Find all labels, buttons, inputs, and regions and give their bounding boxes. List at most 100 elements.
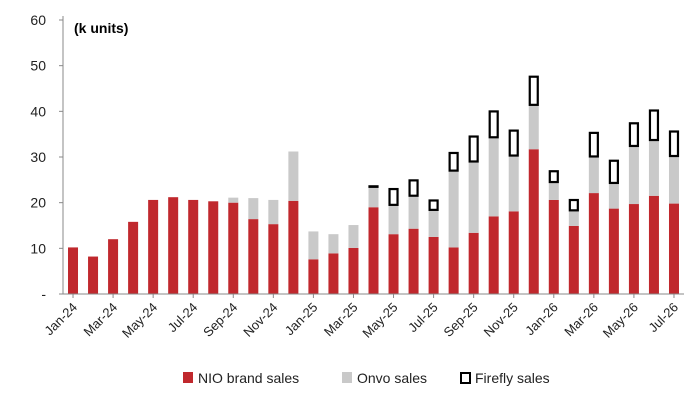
bar-onvo-jul-26 bbox=[668, 157, 679, 204]
x-tick-label: Nov-24 bbox=[240, 300, 280, 340]
bar-nio-jan-25 bbox=[308, 259, 319, 294]
bar-firefly-apr-25 bbox=[368, 185, 379, 188]
bar-nio-feb-24 bbox=[88, 256, 99, 294]
bar-nio-feb-26 bbox=[568, 225, 579, 294]
bar-firefly-jan-26 bbox=[548, 170, 559, 184]
bars-group bbox=[68, 75, 680, 294]
bar-onvo-aug-25 bbox=[448, 171, 459, 248]
x-tick-label: Sep-24 bbox=[200, 300, 240, 340]
y-axis-ticks: - 10 20 30 40 50 60 bbox=[30, 12, 63, 302]
bar-firefly-oct-25 bbox=[488, 110, 499, 139]
y-tick-label: 30 bbox=[30, 149, 46, 165]
bar-onvo-jun-25 bbox=[408, 196, 419, 229]
y-tick-label: 40 bbox=[30, 103, 46, 119]
bar-firefly-nov-25 bbox=[508, 129, 519, 157]
legend-swatch bbox=[342, 372, 352, 383]
bar-onvo-feb-26 bbox=[568, 211, 579, 226]
bar-onvo-jan-26 bbox=[548, 183, 559, 200]
bar-nio-jul-24 bbox=[188, 199, 199, 294]
bar-nio-feb-25 bbox=[328, 253, 339, 294]
bar-firefly-mar-26 bbox=[588, 131, 599, 158]
bar-firefly-jun-26 bbox=[648, 109, 660, 142]
y-tick-label: 50 bbox=[30, 58, 46, 74]
bar-nio-may-26 bbox=[628, 204, 639, 294]
axes bbox=[62, 16, 684, 295]
legend: NIO brand sales Onvo sales Firefly sales bbox=[183, 370, 550, 386]
bar-nio-sep-24 bbox=[228, 202, 239, 294]
bar-nio-apr-24 bbox=[128, 221, 139, 294]
bar-onvo-dec-25 bbox=[528, 105, 539, 150]
bar-onvo-feb-25 bbox=[328, 234, 339, 254]
bar-firefly-aug-25 bbox=[448, 151, 459, 172]
x-tick-label: May-25 bbox=[359, 300, 400, 341]
y-tick-label: 60 bbox=[30, 12, 46, 28]
x-tick-label: Jul-25 bbox=[405, 300, 441, 336]
bar-nio-nov-24 bbox=[268, 224, 279, 294]
bar-nio-oct-25 bbox=[488, 216, 499, 294]
bar-onvo-nov-24 bbox=[268, 199, 279, 225]
bar-nio-mar-25 bbox=[348, 247, 359, 294]
bar-nio-may-25 bbox=[388, 234, 399, 294]
bar-nio-jan-24 bbox=[68, 247, 79, 294]
y-tick-label: - bbox=[41, 286, 46, 302]
x-tick-label: Mar-24 bbox=[80, 300, 120, 340]
bar-firefly-may-25 bbox=[388, 187, 399, 206]
x-tick-label: Jan-25 bbox=[282, 300, 321, 339]
bar-onvo-may-26 bbox=[628, 146, 639, 205]
bar-onvo-jan-25 bbox=[308, 231, 319, 260]
bar-onvo-sep-25 bbox=[468, 162, 479, 233]
bar-nio-jun-24 bbox=[168, 197, 179, 294]
bar-onvo-may-25 bbox=[388, 205, 399, 235]
bar-nio-dec-25 bbox=[528, 149, 539, 294]
bar-firefly-dec-25 bbox=[528, 75, 539, 106]
bar-onvo-apr-25 bbox=[368, 187, 379, 208]
y-tick-label: 20 bbox=[30, 195, 46, 211]
legend-swatch bbox=[183, 372, 193, 383]
bar-firefly-jul-26 bbox=[668, 130, 680, 158]
bar-nio-apr-26 bbox=[608, 208, 619, 294]
legend-label: Onvo sales bbox=[357, 370, 427, 386]
bar-nio-mar-24 bbox=[108, 239, 119, 294]
y-tick-label: 10 bbox=[30, 240, 46, 256]
bar-nio-apr-25 bbox=[368, 207, 379, 294]
bar-onvo-oct-24 bbox=[248, 198, 259, 220]
x-tick-label: Jan-24 bbox=[41, 300, 80, 339]
bar-onvo-jun-26 bbox=[648, 141, 659, 196]
bar-nio-may-24 bbox=[148, 199, 159, 294]
x-tick-label: Mar-26 bbox=[561, 300, 601, 340]
bar-onvo-nov-25 bbox=[508, 156, 519, 212]
bar-onvo-jul-25 bbox=[428, 210, 439, 237]
bar-onvo-sep-24 bbox=[228, 197, 239, 203]
x-tick-label: Nov-25 bbox=[481, 300, 521, 340]
bar-nio-jun-26 bbox=[648, 195, 659, 294]
bar-firefly-apr-26 bbox=[608, 159, 619, 185]
x-tick-label: Sep-25 bbox=[441, 300, 481, 340]
bar-nio-aug-25 bbox=[448, 247, 459, 294]
bar-nio-dec-24 bbox=[288, 200, 299, 294]
bar-firefly-may-26 bbox=[628, 122, 640, 148]
bar-nio-oct-24 bbox=[248, 219, 259, 294]
bar-nio-aug-24 bbox=[208, 201, 219, 294]
bar-nio-jul-26 bbox=[668, 203, 679, 294]
x-tick-label: May-24 bbox=[119, 300, 160, 341]
bar-firefly-sep-25 bbox=[468, 135, 479, 163]
bar-onvo-dec-24 bbox=[288, 151, 299, 201]
x-tick-label: Mar-25 bbox=[321, 300, 361, 340]
legend-swatch-firefly bbox=[460, 372, 471, 384]
bar-onvo-mar-25 bbox=[348, 225, 359, 248]
legend-label: Firefly sales bbox=[475, 370, 550, 386]
bar-nio-jan-26 bbox=[548, 199, 559, 294]
bar-firefly-feb-26 bbox=[568, 198, 579, 212]
bar-nio-sep-25 bbox=[468, 232, 479, 294]
x-tick-label: May-26 bbox=[600, 300, 641, 341]
bar-nio-jun-25 bbox=[408, 228, 419, 294]
bar-onvo-oct-25 bbox=[488, 138, 499, 217]
unit-label: (k units) bbox=[74, 20, 128, 36]
legend-label: NIO brand sales bbox=[198, 370, 299, 386]
bar-nio-mar-26 bbox=[588, 193, 599, 294]
x-tick-label: Jul-26 bbox=[645, 300, 681, 336]
bar-nio-jul-25 bbox=[428, 236, 439, 294]
